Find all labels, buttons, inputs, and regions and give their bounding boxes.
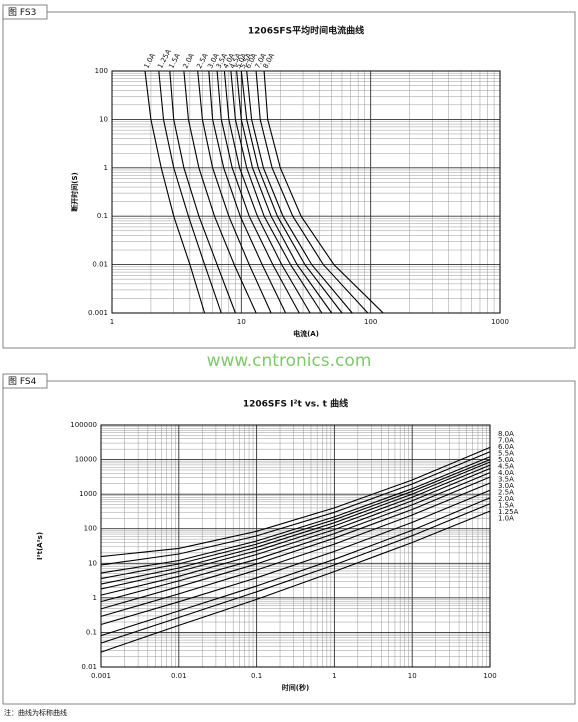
curve xyxy=(100,476,491,610)
y-tick-label: 100000 xyxy=(70,421,97,429)
x-tick-label: 1 xyxy=(110,318,114,326)
curve xyxy=(208,70,287,314)
series-label: 1.0A xyxy=(498,515,514,523)
panel-tab xyxy=(2,373,48,389)
curve xyxy=(183,70,257,314)
series-label: 2.0A xyxy=(181,52,196,70)
y-axis-label: I²t(A²s) xyxy=(36,532,44,560)
curve xyxy=(223,70,311,314)
curve xyxy=(100,510,491,653)
series-label: 5.5A xyxy=(498,450,514,458)
series-label: 6.0A xyxy=(498,443,514,451)
plot-frame xyxy=(100,424,491,668)
curve xyxy=(230,70,323,314)
y-tick-label: 0.01 xyxy=(81,663,97,671)
y-tick-label: 10 xyxy=(99,115,108,123)
y-axis-label: 断开时间(S) xyxy=(70,172,79,211)
x-tick-label: 0.001 xyxy=(91,672,111,680)
y-tick-label: 10000 xyxy=(75,456,97,464)
curve xyxy=(100,497,491,637)
x-axis-label: 电流(A) xyxy=(293,329,319,338)
x-tick-label: 1 xyxy=(332,672,336,680)
y-tick-label: 0.1 xyxy=(86,628,97,636)
curve xyxy=(100,467,491,596)
note: 注：曲线为标称曲线 xyxy=(4,708,67,717)
series-label: 7.0A xyxy=(498,437,514,445)
series-label: 5.0A xyxy=(498,456,514,464)
curve xyxy=(100,464,491,590)
curve xyxy=(255,70,369,314)
curve xyxy=(100,459,491,580)
y-tick-label: 100 xyxy=(95,67,108,75)
curve xyxy=(100,489,491,626)
curve xyxy=(236,70,333,314)
curve xyxy=(158,70,222,314)
x-tick-label: 100 xyxy=(483,672,496,680)
x-axis-label: 时间(秒) xyxy=(282,683,309,692)
x-tick-label: 0.01 xyxy=(171,672,187,680)
series-label: 8.0A xyxy=(498,430,514,438)
panel-frame xyxy=(2,380,576,705)
y-tick-label: 0.1 xyxy=(97,212,108,220)
y-tick-label: 100 xyxy=(84,525,97,533)
curve xyxy=(240,70,343,314)
x-tick-label: 1000 xyxy=(491,318,509,326)
panel-tag: 图 FS4 xyxy=(8,376,37,387)
y-tick-label: 0.01 xyxy=(92,261,108,269)
series-label: 3.5A xyxy=(498,476,514,484)
series-label: 4.5A xyxy=(498,463,514,471)
series-label: 3.0A xyxy=(498,482,514,490)
panel-tab xyxy=(2,4,48,20)
series-label: 2.0A xyxy=(498,495,514,503)
curve xyxy=(216,70,300,314)
curve xyxy=(100,503,491,644)
series-label: 1.0A xyxy=(142,52,157,70)
curve xyxy=(246,70,353,314)
x-tick-label: 0.1 xyxy=(251,672,262,680)
curve xyxy=(100,446,491,558)
chart-title: 1206SFS平均时间电流曲线 xyxy=(248,25,364,37)
curve xyxy=(169,70,236,314)
watermark: www.cntronics.com xyxy=(207,351,372,371)
y-tick-label: 1 xyxy=(93,594,97,602)
curve xyxy=(197,70,272,314)
panel-frame xyxy=(2,11,576,349)
curve xyxy=(100,456,491,574)
y-tick-label: 10 xyxy=(88,559,97,567)
series-label: 1.5A xyxy=(498,502,514,510)
panel-tag: 图 FS3 xyxy=(8,7,36,18)
x-tick-label: 10 xyxy=(237,318,246,326)
chart-title: 1206SFS I²t vs. t 曲线 xyxy=(243,398,348,410)
curve xyxy=(144,70,206,314)
x-tick-label: 100 xyxy=(364,318,377,326)
curve xyxy=(263,70,384,314)
series-label: 1.25A xyxy=(498,508,519,516)
y-tick-label: 1000 xyxy=(79,490,97,498)
curve xyxy=(100,451,491,566)
y-tick-label: 1 xyxy=(104,164,108,172)
plot-frame xyxy=(111,70,501,314)
series-label: 2.5A xyxy=(498,489,514,497)
curve xyxy=(100,482,491,617)
curve xyxy=(100,472,491,603)
x-tick-label: 10 xyxy=(408,672,417,680)
series-label: 4.0A xyxy=(498,469,514,477)
curve xyxy=(100,461,491,585)
y-tick-label: 0.001 xyxy=(88,309,108,317)
